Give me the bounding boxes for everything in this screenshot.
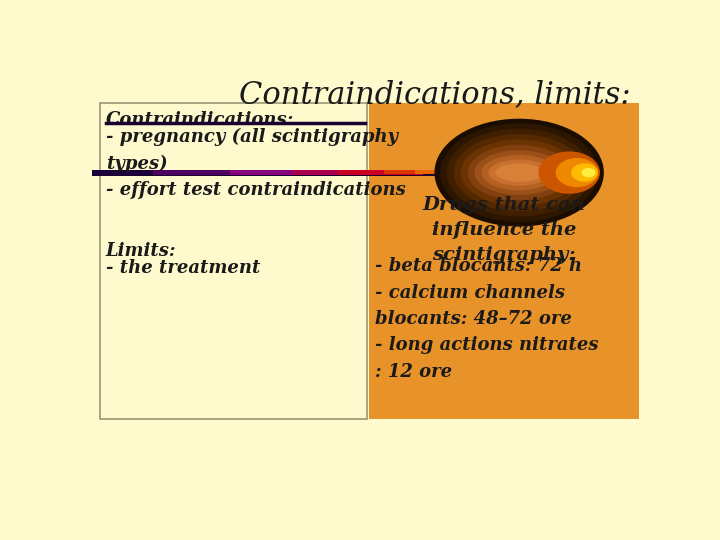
- Bar: [230, 170, 338, 175]
- Ellipse shape: [440, 123, 598, 222]
- Ellipse shape: [482, 155, 557, 190]
- Bar: [99, 103, 367, 419]
- Bar: [415, 170, 469, 174]
- Ellipse shape: [571, 164, 598, 182]
- Ellipse shape: [447, 129, 592, 217]
- Ellipse shape: [474, 150, 564, 195]
- Ellipse shape: [454, 134, 585, 211]
- Text: Contraindications, limits:: Contraindications, limits:: [239, 79, 631, 110]
- Bar: [369, 103, 639, 419]
- Ellipse shape: [556, 158, 598, 187]
- Ellipse shape: [582, 168, 595, 177]
- Bar: [384, 170, 454, 174]
- Bar: [292, 170, 384, 175]
- Ellipse shape: [488, 159, 550, 186]
- Ellipse shape: [461, 139, 577, 206]
- Bar: [92, 170, 511, 176]
- Text: Limits:: Limits:: [106, 242, 176, 260]
- Bar: [338, 170, 423, 175]
- Bar: [462, 171, 500, 174]
- Bar: [92, 170, 184, 175]
- Text: Drugs that can
influence the
scintigraphy:: Drugs that can influence the scintigraph…: [423, 195, 585, 264]
- Ellipse shape: [539, 151, 600, 194]
- Ellipse shape: [495, 164, 543, 182]
- Text: - beta blocants: 72 h
- calcium channels
blocants: 48–72 ore
- long actions nitr: - beta blocants: 72 h - calcium channels…: [375, 257, 598, 381]
- Bar: [442, 170, 485, 174]
- Text: Contraindications:: Contraindications:: [106, 111, 294, 129]
- Text: - the treatment: - the treatment: [106, 259, 260, 277]
- Bar: [153, 170, 261, 175]
- Text: - pregnancy (all scintigraphy
types)
- effort test contraindications: - pregnancy (all scintigraphy types) - e…: [106, 128, 405, 199]
- Ellipse shape: [434, 119, 604, 226]
- Ellipse shape: [467, 145, 571, 200]
